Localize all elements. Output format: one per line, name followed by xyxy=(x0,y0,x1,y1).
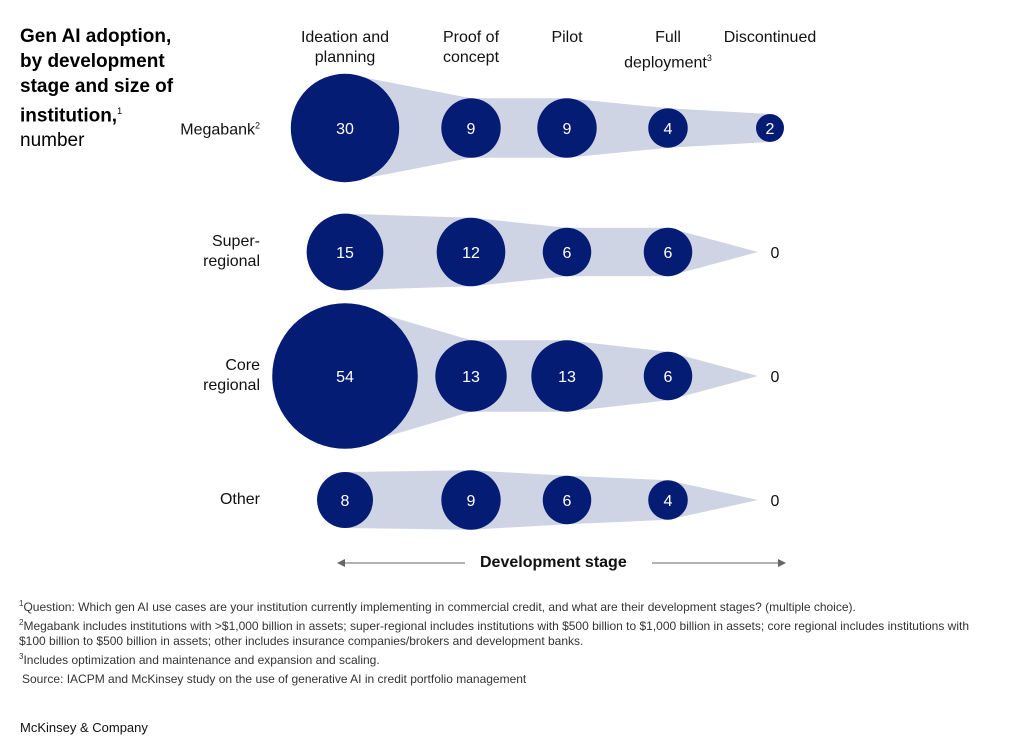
column-header: Pilot xyxy=(551,29,583,46)
data-label: 54 xyxy=(336,369,354,386)
data-label: 6 xyxy=(563,245,572,262)
data-label: 9 xyxy=(563,121,572,138)
bubble xyxy=(316,471,374,529)
chart-subtitle: number xyxy=(20,130,85,152)
row-label: Other xyxy=(219,491,260,508)
data-label: 0 xyxy=(771,245,780,262)
column-header: Ideation and planning xyxy=(300,29,390,66)
bubble xyxy=(648,108,688,148)
data-label: 6 xyxy=(664,245,673,262)
data-label: 15 xyxy=(336,245,354,262)
bubble xyxy=(290,73,400,183)
data-label: 0 xyxy=(771,369,780,386)
bubble xyxy=(542,475,592,525)
footnote: 1Question: Which gen AI use cases are yo… xyxy=(19,599,856,614)
arrowhead-right-icon xyxy=(778,559,786,567)
data-label: 6 xyxy=(664,369,673,386)
row-label: Megabank2 xyxy=(180,120,260,139)
bubble xyxy=(542,227,592,277)
data-label: 6 xyxy=(563,493,572,510)
footnote: 3Includes optimization and maintenance a… xyxy=(19,652,380,667)
column-header: Full deployment3 xyxy=(624,29,712,72)
bubble xyxy=(648,480,688,520)
bubble xyxy=(436,217,506,287)
data-label: 0 xyxy=(771,493,780,510)
x-axis-label: Development stage xyxy=(480,554,627,571)
brand-logo: McKinsey & Company xyxy=(20,720,148,735)
column-header: Discontinued xyxy=(723,29,817,46)
bubble xyxy=(441,98,501,158)
footnote: Source: IACPM and McKinsey study on the … xyxy=(22,672,527,686)
footnote: 2Megabank includes institutions with >$1… xyxy=(19,618,969,648)
bubble xyxy=(643,227,693,277)
bubble xyxy=(643,351,693,401)
column-header: Proof of concept xyxy=(442,29,500,66)
chart-title: Gen AI adoption, by development stage an… xyxy=(20,26,174,152)
data-label: 13 xyxy=(558,369,576,386)
data-label: 13 xyxy=(462,369,480,386)
row-label: Super-regional xyxy=(203,233,260,270)
data-label: 12 xyxy=(462,245,480,262)
footnotes: 1Question: Which gen AI use cases are yo… xyxy=(19,596,999,687)
data-label: 8 xyxy=(341,493,350,510)
data-label: 4 xyxy=(664,493,673,510)
data-label: 30 xyxy=(336,121,354,138)
data-label: 9 xyxy=(467,493,476,510)
data-label: 2 xyxy=(766,121,775,138)
bubble xyxy=(272,303,418,449)
bubble xyxy=(755,113,785,143)
data-label: 9 xyxy=(467,121,476,138)
bubble xyxy=(537,98,597,158)
arrowhead-left-icon xyxy=(337,559,345,567)
row-label: Core regional xyxy=(203,357,260,394)
bubble xyxy=(441,470,501,530)
bubble xyxy=(306,213,384,291)
bubble xyxy=(435,340,507,412)
data-label: 4 xyxy=(664,121,673,138)
bubble xyxy=(531,340,603,412)
